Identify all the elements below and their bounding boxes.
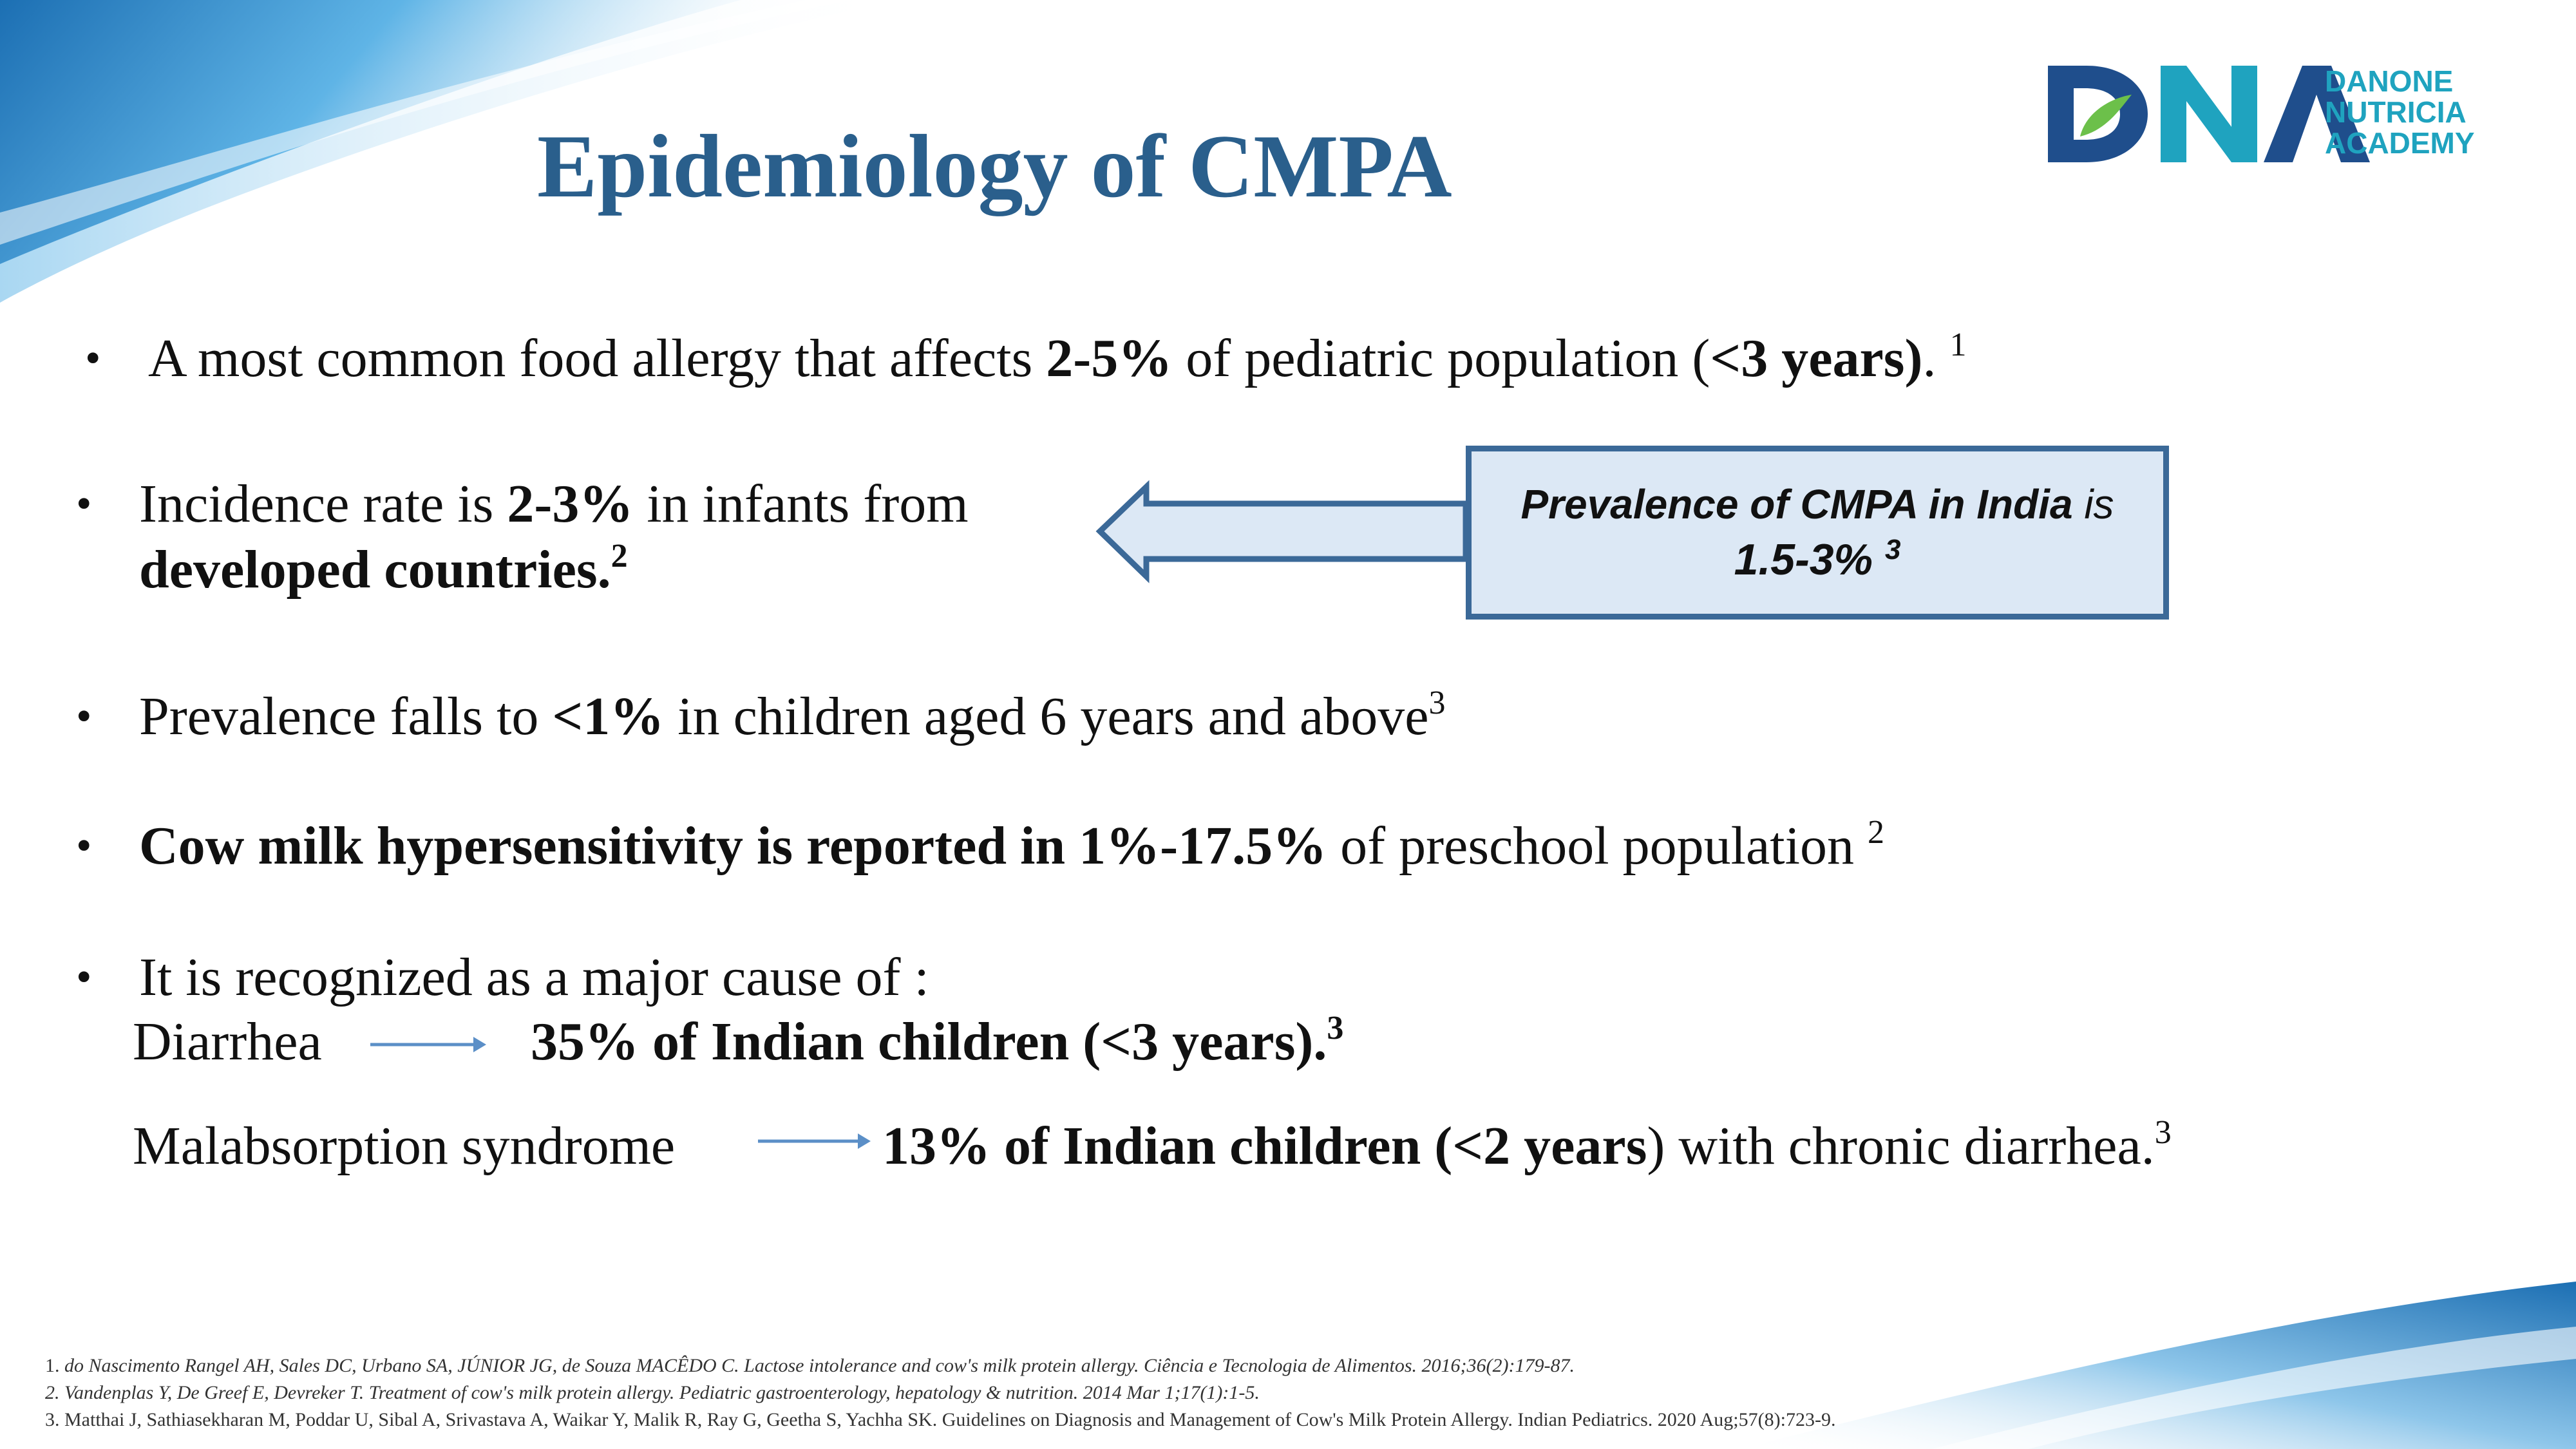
bullet-1: • A most common food allergy that affects… xyxy=(85,327,1967,389)
logo-line-nutricia: NUTRICIA xyxy=(2325,95,2467,129)
references: 1. do Nascimento Rangel AH, Sales DC, Ur… xyxy=(45,1352,2363,1434)
logo-wordmark: DANONE NUTRICIA ACADEMY xyxy=(2325,66,2475,158)
logo-line-danone: DANONE xyxy=(2325,64,2454,98)
reference-2: 2. Vandenplas Y, De Greef E, Devreker T.… xyxy=(45,1382,1260,1403)
bullet-2: • Incidence rate is 2-3% in infants from xyxy=(76,474,969,534)
cause-malabsorption-stat: 13% of Indian children (<2 years) with c… xyxy=(882,1114,2172,1177)
reference-3: 3. Matthai J, Sathiasekharan M, Poddar U… xyxy=(45,1409,1836,1430)
dna-logo xyxy=(2048,66,2370,162)
bullet-3: • Prevalence falls to <1% in children age… xyxy=(76,685,1446,747)
bullet-2-line-2: developed countries.2 xyxy=(139,538,628,600)
bullet-4: • Cow milk hypersensitivity is reported i… xyxy=(76,814,1884,876)
bullet-5: • It is recognized as a major cause of : xyxy=(76,947,929,1007)
page-title: Epidemiology of CMPA xyxy=(537,117,1452,216)
cause-diarrhea-stat: 35% of Indian children (<3 years).3 xyxy=(531,1010,1344,1072)
logo-line-academy: ACADEMY xyxy=(2325,126,2475,160)
cause-malabsorption: Malabsorption syndrome xyxy=(133,1116,676,1176)
cause-diarrhea: Diarrhea xyxy=(133,1012,322,1072)
india-prevalence-callout: Prevalence of CMPA in India is 1.5-3% 3 xyxy=(1466,446,2169,620)
reference-1: 1. do Nascimento Rangel AH, Sales DC, Ur… xyxy=(45,1355,1575,1376)
